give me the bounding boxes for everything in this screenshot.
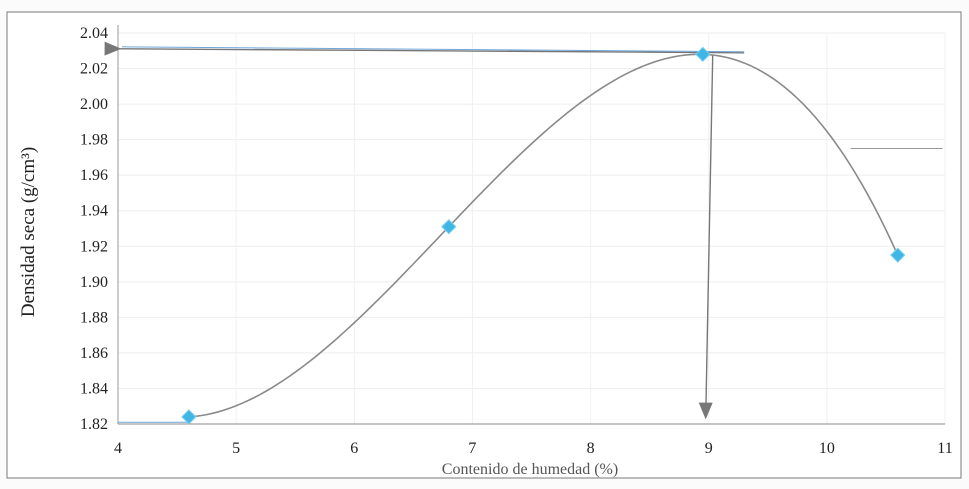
x-axis-title: Contenido de humedad (%) xyxy=(442,461,618,478)
y-tick-label: 1.96 xyxy=(80,167,108,184)
chart-frame xyxy=(6,11,962,479)
data-points xyxy=(181,46,906,425)
y-tick-label: 1.90 xyxy=(80,274,108,291)
max-density-guide xyxy=(121,46,745,53)
y-tick-label: 1.82 xyxy=(80,416,108,433)
y-tick-label: 2.02 xyxy=(80,61,108,78)
y-tick-label: 1.94 xyxy=(80,203,108,220)
y-tick-label: 1.86 xyxy=(80,345,108,362)
x-tick-label: 4 xyxy=(114,440,122,457)
max-density-arrow xyxy=(104,41,745,56)
data-point xyxy=(890,247,906,263)
y-axis-title: Densidad seca (g/cm³) xyxy=(18,147,39,317)
data-point xyxy=(695,46,711,63)
tick-labels: 1.82 1.84 1.86 1.88 1.90 1.92 1.94 1.96 1.98 2.00… xyxy=(80,25,953,457)
y-tick-label: 1.88 xyxy=(80,309,108,326)
y-tick-label: 1.98 xyxy=(80,132,108,149)
y-tick-label: 1.84 xyxy=(80,380,108,397)
fit-curve xyxy=(188,53,899,418)
x-tick-label: 5 xyxy=(232,440,240,457)
fit-curve-line xyxy=(188,53,899,418)
x-tick-label: 7 xyxy=(468,440,476,457)
x-tick-label: 11 xyxy=(937,440,952,457)
data-point xyxy=(181,409,197,425)
x-tick-label: 6 xyxy=(350,440,358,457)
y-tick-label: 1.92 xyxy=(80,238,108,255)
annotations xyxy=(104,41,943,423)
x-tick-label: 8 xyxy=(587,440,595,457)
y-tick-label: 2.00 xyxy=(80,96,108,113)
x-tick-label: 10 xyxy=(819,440,835,457)
data-point xyxy=(441,219,457,235)
axes xyxy=(117,25,945,425)
y-tick-label: 2.04 xyxy=(80,25,108,42)
optimum-moisture-arrow xyxy=(698,54,714,420)
x-tick-label: 9 xyxy=(705,440,713,457)
